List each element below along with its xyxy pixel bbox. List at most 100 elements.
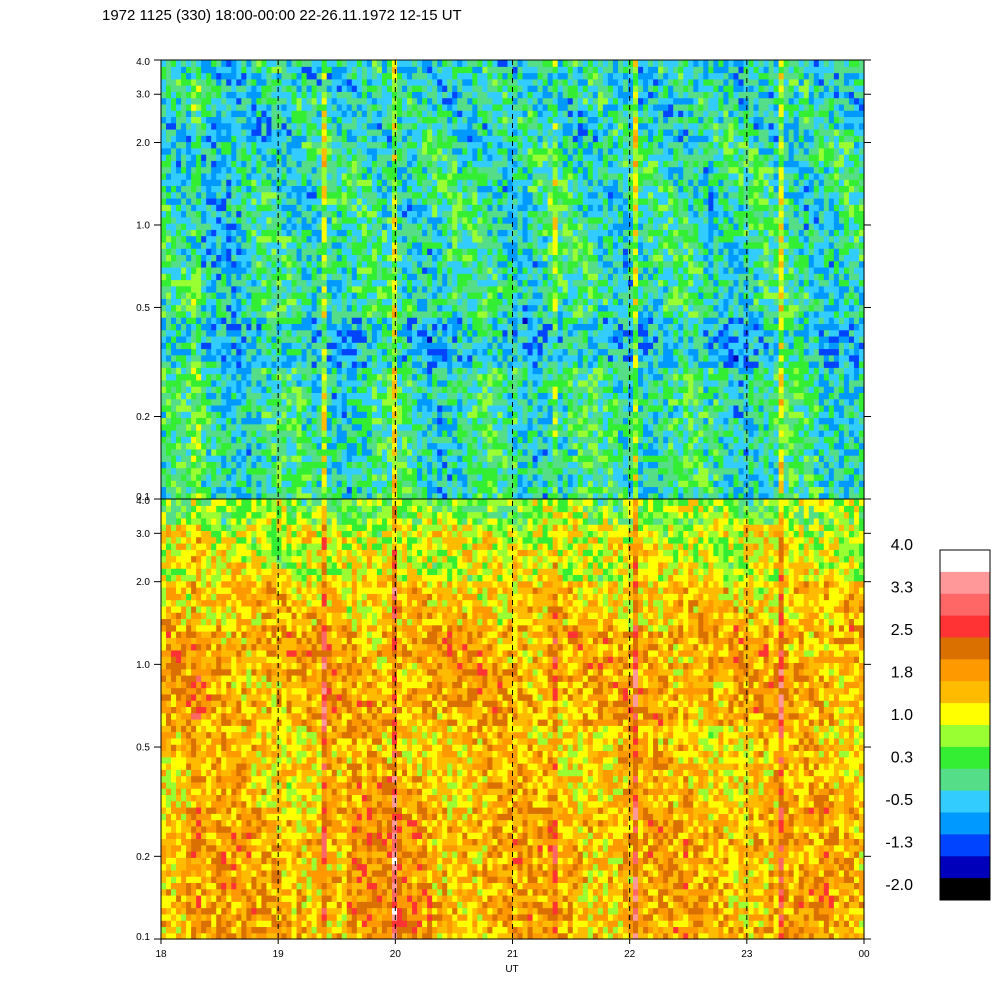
heatmap-cell: [196, 142, 202, 149]
heatmap-cell: [357, 192, 363, 199]
heatmap-cell: [191, 154, 197, 161]
heatmap-cell: [342, 273, 348, 280]
heatmap-cell: [492, 160, 498, 167]
heatmap-cell: [447, 424, 453, 431]
heatmap-cell: [397, 79, 403, 86]
heatmap-cell: [382, 261, 388, 268]
heatmap-cell: [171, 204, 177, 211]
heatmap-cell: [231, 211, 237, 218]
heatmap-cell: [307, 411, 313, 418]
heatmap-cell: [407, 60, 413, 67]
heatmap-cell: [437, 480, 443, 487]
heatmap-cell: [332, 223, 338, 230]
heatmap-cell: [467, 461, 473, 468]
heatmap-cell: [186, 148, 192, 155]
heatmap-cell: [206, 330, 212, 337]
heatmap-cell: [231, 342, 237, 349]
heatmap-cell: [467, 311, 473, 318]
heatmap-cell: [372, 342, 378, 349]
heatmap-cell: [452, 405, 458, 412]
heatmap-cell: [266, 361, 272, 368]
heatmap-cell: [186, 142, 192, 149]
heatmap-cell: [372, 424, 378, 431]
heatmap-cell: [452, 449, 458, 456]
heatmap-cell: [362, 204, 368, 211]
heatmap-cell: [196, 167, 202, 174]
heatmap-cell: [372, 116, 378, 123]
heatmap-cell: [452, 217, 458, 224]
heatmap-cell: [312, 192, 318, 199]
heatmap-cell: [382, 98, 388, 105]
heatmap-cell: [352, 142, 358, 149]
heatmap-cell: [492, 411, 498, 418]
heatmap-cell: [312, 292, 318, 299]
heatmap-cell: [482, 135, 488, 142]
heatmap-cell: [513, 110, 519, 117]
heatmap-cell: [487, 110, 493, 117]
heatmap-cell: [322, 305, 328, 312]
heatmap-cell: [357, 261, 363, 268]
heatmap-cell: [407, 135, 413, 142]
heatmap-cell: [487, 292, 493, 299]
heatmap-cell: [181, 248, 187, 255]
heatmap-cell: [472, 374, 478, 381]
heatmap-cell: [276, 286, 282, 293]
heatmap-cell: [482, 79, 488, 86]
heatmap-cell: [372, 104, 378, 111]
heatmap-cell: [282, 248, 288, 255]
heatmap-cell: [246, 73, 252, 80]
heatmap-cell: [342, 79, 348, 86]
heatmap-cell: [332, 60, 338, 67]
heatmap-cell: [221, 242, 227, 249]
heatmap-cell: [271, 305, 277, 312]
heatmap-cell: [402, 254, 408, 261]
heatmap-cell: [271, 154, 277, 161]
heatmap-cell: [327, 468, 333, 475]
heatmap-cell: [502, 280, 508, 287]
heatmap-cell: [352, 336, 358, 343]
heatmap-cell: [226, 254, 232, 261]
heatmap-cell: [226, 374, 232, 381]
heatmap-cell: [472, 242, 478, 249]
heatmap-cell: [312, 248, 318, 255]
heatmap-cell: [276, 267, 282, 274]
heatmap-cell: [196, 267, 202, 274]
heatmap-cell: [352, 386, 358, 393]
heatmap-cell: [312, 367, 318, 374]
heatmap-cell: [407, 154, 413, 161]
heatmap-cell: [447, 449, 453, 456]
heatmap-cell: [261, 135, 267, 142]
heatmap-cell: [432, 179, 438, 186]
heatmap-cell: [492, 229, 498, 236]
heatmap-cell: [467, 167, 473, 174]
heatmap-cell: [221, 154, 227, 161]
heatmap-cell: [236, 323, 242, 330]
heatmap-cell: [176, 317, 182, 324]
heatmap-cell: [181, 336, 187, 343]
heatmap-cell: [302, 317, 308, 324]
heatmap-cell: [513, 348, 519, 355]
heatmap-cell: [487, 60, 493, 67]
heatmap-cell: [472, 73, 478, 80]
heatmap-cell: [241, 79, 247, 86]
heatmap-cell: [342, 154, 348, 161]
heatmap-cell: [221, 405, 227, 412]
heatmap-cell: [467, 129, 473, 136]
heatmap-cell: [236, 79, 242, 86]
heatmap-cell: [332, 248, 338, 255]
heatmap-cell: [372, 60, 378, 67]
heatmap-cell: [236, 223, 242, 230]
heatmap-cell: [201, 424, 207, 431]
heatmap-cell: [166, 223, 172, 230]
heatmap-cell: [327, 91, 333, 98]
heatmap-cell: [161, 305, 167, 312]
heatmap-cell: [477, 474, 483, 481]
heatmap-cell: [387, 486, 393, 493]
heatmap-cell: [337, 342, 343, 349]
heatmap-cell: [437, 116, 443, 123]
heatmap-cell: [206, 355, 212, 362]
heatmap-cell: [462, 261, 468, 268]
heatmap-cell: [337, 486, 343, 493]
heatmap-cell: [452, 160, 458, 167]
heatmap-cell: [432, 273, 438, 280]
